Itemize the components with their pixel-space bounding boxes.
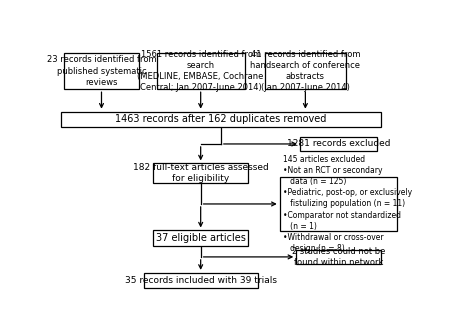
Text: 35 records included with 39 trials: 35 records included with 39 trials bbox=[125, 276, 277, 285]
FancyBboxPatch shape bbox=[144, 273, 258, 288]
FancyBboxPatch shape bbox=[300, 137, 377, 151]
Text: 145 articles excluded
•Not an RCT or secondary
   data (n = 125)
•Pediatric, pos: 145 articles excluded •Not an RCT or sec… bbox=[283, 155, 412, 253]
Text: 1281 records excluded: 1281 records excluded bbox=[287, 139, 390, 148]
Text: 1463 records after 162 duplicates removed: 1463 records after 162 duplicates remove… bbox=[115, 114, 327, 124]
Text: 37 eligible articles: 37 eligible articles bbox=[156, 233, 246, 243]
FancyBboxPatch shape bbox=[156, 53, 245, 89]
Text: 41 records identified from
handsearch of conference
abstracts
(Jan 2007-June 201: 41 records identified from handsearch of… bbox=[250, 50, 360, 92]
FancyBboxPatch shape bbox=[153, 164, 248, 183]
FancyBboxPatch shape bbox=[64, 53, 139, 89]
FancyBboxPatch shape bbox=[296, 250, 381, 264]
FancyBboxPatch shape bbox=[153, 231, 248, 246]
Text: 182 full-text articles assessed
for eligibility: 182 full-text articles assessed for elig… bbox=[133, 163, 269, 183]
Text: 1561 records identified from
search
(MEDLINE, EMBASE, Cochrane
Central; Jan 2007: 1561 records identified from search (MED… bbox=[137, 50, 264, 92]
FancyBboxPatch shape bbox=[265, 53, 346, 89]
FancyBboxPatch shape bbox=[61, 112, 381, 127]
FancyBboxPatch shape bbox=[280, 177, 397, 231]
Text: 2 studies could not be
found within network: 2 studies could not be found within netw… bbox=[292, 247, 385, 267]
Text: 23 records identified from
published systematic
reviews: 23 records identified from published sys… bbox=[46, 55, 156, 87]
